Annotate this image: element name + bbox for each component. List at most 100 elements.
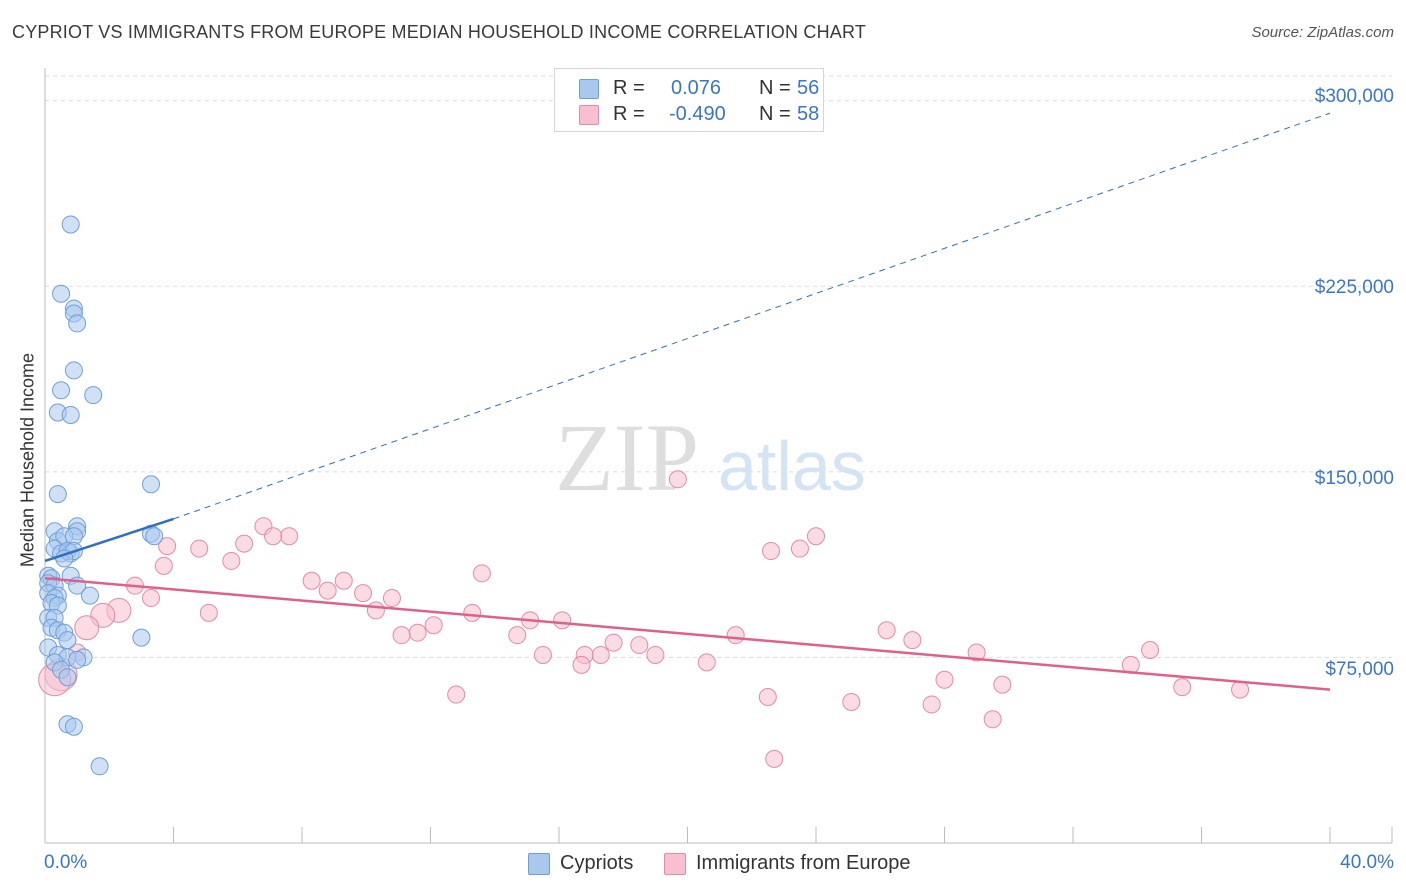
- immigrants-point: [807, 527, 825, 546]
- y-tick-label: $225,000: [1314, 277, 1394, 298]
- immigrants-point: [280, 527, 299, 546]
- immigrants-point: [154, 556, 173, 575]
- legend-n-label: N =: [759, 77, 791, 99]
- cypriots-point: [68, 314, 87, 333]
- immigrants-point: [765, 749, 784, 768]
- y-tick-label: $300,000: [1314, 86, 1394, 107]
- legend-n-value: 58: [797, 103, 820, 125]
- watermark-atlas: atlas: [718, 427, 866, 505]
- immigrants-point: [447, 685, 466, 704]
- cypriots-point: [64, 717, 83, 736]
- cypriots-point: [84, 386, 103, 405]
- immigrants-point: [877, 621, 896, 640]
- cypriots-point: [132, 628, 151, 647]
- cypriots-point: [64, 361, 83, 380]
- cypriots-point: [52, 284, 71, 303]
- bottom-legend-swatch: [528, 853, 550, 875]
- immigrants-point: [697, 653, 716, 672]
- immigrants-point: [1173, 678, 1192, 697]
- cypriots-point: [58, 668, 77, 687]
- immigrants-point: [158, 537, 177, 556]
- x-axis-max-label: 40.0%: [1340, 852, 1394, 873]
- immigrants-point: [967, 643, 986, 662]
- immigrants-from-europe-points: [38, 470, 1250, 768]
- immigrants-point: [222, 551, 241, 570]
- immigrants-point: [726, 626, 745, 645]
- immigrants-point: [993, 675, 1012, 694]
- immigrants-point: [790, 539, 809, 558]
- immigrants-point: [235, 534, 254, 553]
- immigrants-point: [533, 645, 552, 664]
- legend-n-label: N =: [759, 103, 791, 125]
- cypriots-point: [48, 485, 67, 504]
- immigrants-point: [758, 688, 777, 707]
- immigrants-point: [382, 589, 401, 608]
- immigrants-point: [646, 645, 665, 664]
- cypriots-point: [68, 650, 87, 669]
- y-tick-label: $75,000: [1325, 659, 1394, 680]
- immigrants-point: [318, 581, 337, 600]
- cypriots-point: [80, 586, 99, 605]
- immigrants-point: [1141, 641, 1160, 660]
- y-axis-label: Median Household Income: [17, 352, 38, 568]
- immigrants-point: [1231, 680, 1250, 699]
- y-tick-label: $150,000: [1314, 468, 1394, 489]
- immigrants-point: [74, 615, 100, 641]
- source-label: Source: ZipAtlas.com: [1251, 24, 1394, 41]
- cypriots-point: [90, 757, 109, 776]
- cypriots-point: [142, 475, 161, 494]
- immigrants-point: [604, 633, 623, 652]
- cypriots-point: [61, 215, 80, 234]
- immigrants-point: [424, 616, 443, 635]
- immigrants-point: [668, 470, 687, 489]
- immigrants-point: [408, 623, 427, 642]
- legend-r-value: -0.490: [669, 103, 726, 125]
- bottom-legend-swatch: [664, 853, 686, 875]
- legend-n-value: 56: [797, 77, 820, 99]
- immigrants-point: [842, 692, 861, 711]
- gridlines: [45, 75, 1392, 658]
- immigrants-point: [392, 626, 411, 645]
- immigrants-point: [630, 636, 649, 655]
- cypriots-point: [52, 381, 71, 400]
- axes: [44, 68, 1393, 844]
- legend-r-value: 0.076: [671, 77, 722, 99]
- immigrants-point: [463, 603, 482, 622]
- cypriots-point: [58, 631, 77, 650]
- immigrants-point: [983, 710, 1002, 729]
- x-axis-min-label: 0.0%: [44, 852, 88, 873]
- immigrants-point: [354, 584, 373, 603]
- immigrants-point: [199, 603, 218, 622]
- immigrants-point: [935, 670, 954, 689]
- immigrants-point: [264, 527, 283, 546]
- chart-title: CYPRIOT VS IMMIGRANTS FROM EUROPE MEDIAN…: [12, 22, 867, 42]
- immigrants-point: [508, 626, 527, 645]
- immigrants-point: [142, 589, 161, 608]
- stats-legend: R = 0.076 N = 56 R = -0.490 N = 58: [554, 68, 824, 132]
- trend-lines: [44, 112, 1331, 691]
- immigrants-point: [553, 611, 572, 630]
- immigrants-point: [903, 631, 922, 650]
- immigrants-point: [472, 564, 491, 583]
- immigrants-point: [762, 542, 781, 561]
- immigrants-point: [190, 539, 209, 558]
- bottom-legend-label: Cypriots: [560, 852, 634, 874]
- immigrants-point: [334, 571, 353, 590]
- immigrants-point: [572, 655, 591, 674]
- immigrants-point: [591, 645, 610, 664]
- watermark: ZIP atlas: [555, 404, 866, 511]
- legend-swatch-immigrants: [579, 105, 599, 125]
- bottom-legend-label: Immigrants from Europe: [696, 852, 911, 874]
- legend-r-label: R =: [613, 103, 645, 125]
- immigrants-trend-line: [44, 577, 1331, 691]
- legend-r-label: R =: [613, 77, 645, 99]
- cypriots-point: [145, 527, 164, 546]
- immigrants-point: [922, 695, 941, 714]
- cypriots-trend-line: [44, 517, 174, 563]
- cypriots-point: [61, 405, 80, 424]
- legend-swatch-cypriots: [579, 79, 599, 99]
- watermark-zip: ZIP: [555, 404, 699, 511]
- immigrants-point: [366, 601, 385, 620]
- immigrants-point: [302, 571, 321, 590]
